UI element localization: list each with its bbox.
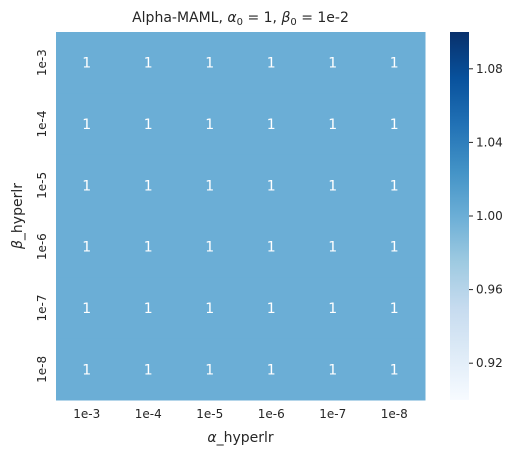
heatmap-cell [179,216,241,278]
x-tick-label: 1e-5 [196,407,223,421]
heatmap-cell [363,216,426,278]
heatmap-cell [302,277,364,340]
cell-value-label: 1 [82,117,91,133]
cell-value-label: 1 [82,56,91,72]
cell-value-label: 1 [267,56,276,72]
cell-value-label: 1 [267,362,276,378]
heatmap-cell [240,32,303,94]
cell-value-label: 1 [82,240,91,256]
heatmap-cell [56,277,118,340]
heatmap-cell [179,93,241,156]
heatmap-cell [179,338,241,401]
cell-value-label: 1 [205,178,214,194]
heatmap-cell [302,338,364,401]
heatmap-cell [56,154,118,217]
heatmap-cell [363,32,426,94]
cell-value-label: 1 [267,117,276,133]
cell-value-label: 1 [144,301,153,317]
heatmap-cell [302,93,364,156]
cell-value-label: 1 [390,362,399,378]
cell-value-label: 1 [328,301,337,317]
heatmap-cell [179,277,241,340]
heatmap-cell [56,216,118,278]
cell-value-label: 1 [82,362,91,378]
cell-value-label: 1 [144,178,153,194]
y-axis-ticks: 1e-3 1e-4 1e-5 1e-6 1e-7 1e-8 [35,49,49,383]
colorbar-tick-label: 1.08 [476,62,503,76]
heatmap-cells [56,32,426,401]
heatmap-cell [117,338,180,401]
x-tick-label: 1e-6 [258,407,285,421]
cell-value-label: 1 [144,56,153,72]
cell-value-label: 1 [144,240,153,256]
heatmap-cell [56,93,118,156]
cell-value-label: 1 [267,178,276,194]
colorbar-tick-label: 1.00 [476,209,503,223]
cell-value-label: 1 [144,362,153,378]
heatmap-cell [117,32,180,94]
heatmap-cell [363,338,426,401]
heatmap-cell [363,154,426,217]
cell-value-label: 1 [144,117,153,133]
cell-value-label: 1 [205,117,214,133]
cell-value-label: 1 [328,362,337,378]
heatmap-cell [56,32,118,94]
heatmap-cell [302,154,364,217]
heatmap-cell [240,338,303,401]
y-tick-label: 1e-3 [35,49,49,76]
x-tick-label: 1e-4 [135,407,162,421]
y-axis-label: β_hyperlr [10,183,26,250]
x-tick-label: 1e-7 [319,407,346,421]
heatmap-cell [363,277,426,340]
cell-value-label: 1 [205,362,214,378]
colorbar-ticks: 0.92 0.96 1.00 1.04 1.08 [469,62,503,370]
cell-value-label: 1 [390,56,399,72]
colorbar [450,32,469,400]
heatmap-cell [240,154,303,217]
heatmap-cell [240,277,303,340]
heatmap-cell [117,154,180,217]
x-axis-label: α_hyperlr [207,430,274,446]
heatmap-cell [117,277,180,340]
cell-value-label: 1 [82,301,91,317]
cell-value-label: 1 [328,56,337,72]
cell-value-label: 1 [267,240,276,256]
cell-value-label: 1 [328,117,337,133]
x-axis-ticks: 1e-3 1e-4 1e-5 1e-6 1e-7 1e-8 [73,407,407,421]
y-tick-label: 1e-8 [35,356,49,383]
colorbar-tick-label: 0.96 [476,283,503,297]
y-tick-label: 1e-5 [35,172,49,199]
cell-value-label: 1 [390,178,399,194]
heatmap-cell [240,93,303,156]
heatmap-cell [302,216,364,278]
cell-value-label: 1 [267,301,276,317]
y-tick-label: 1e-7 [35,295,49,322]
heatmap-cell [117,216,180,278]
cell-value-label: 1 [390,240,399,256]
chart-title: Alpha-MAML, α0 = 1, β0 = 1e-2 [132,10,349,28]
heatmap-cell [56,338,118,401]
heatmap-cell [117,93,180,156]
colorbar-tick-label: 1.04 [476,135,503,149]
x-tick-label: 1e-3 [73,407,100,421]
cell-value-label: 1 [328,178,337,194]
cell-value-label: 1 [390,117,399,133]
y-tick-label: 1e-4 [35,111,49,138]
x-tick-label: 1e-8 [381,407,408,421]
heatmap-cell-labels: 1 1 1 1 1 1 1 1 1 1 1 1 1 1 1 1 1 1 1 1 1 1 1 1 1 1 1 1 1 1 1 1 1 1 1 1 [82,56,398,379]
heatmap-cell [179,32,241,94]
cell-value-label: 1 [82,178,91,194]
cell-value-label: 1 [205,240,214,256]
heatmap-cell [363,93,426,156]
y-tick-label: 1e-6 [35,233,49,260]
cell-value-label: 1 [205,301,214,317]
cell-value-label: 1 [390,301,399,317]
colorbar-tick-label: 0.92 [476,356,503,370]
cell-value-label: 1 [328,240,337,256]
heatmap-cell [240,216,303,278]
heatmap-cell [302,32,364,94]
heatmap-cell [179,154,241,217]
cell-value-label: 1 [205,56,214,72]
